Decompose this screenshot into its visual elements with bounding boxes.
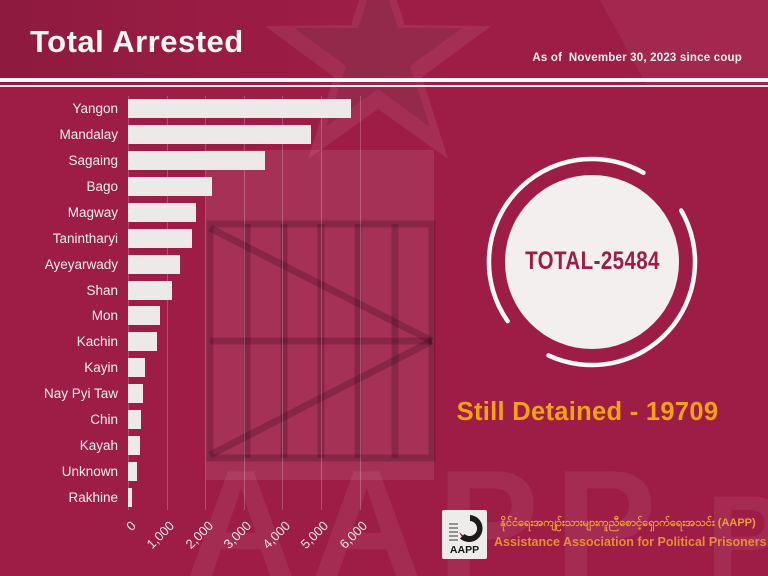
bar-chin <box>128 409 141 429</box>
aapp-logo-graphic: AAPP <box>449 515 483 556</box>
category-label: Rakhine <box>68 489 118 505</box>
x-tick-label: 4,000 <box>259 518 293 552</box>
bar-track <box>128 280 402 300</box>
bar-bago <box>128 177 212 197</box>
org-name-english: Assistance Association for Political Pri… <box>494 535 767 549</box>
still-detained-text: Still Detained - 19709 <box>456 398 719 426</box>
bar-tanintharyi <box>128 228 192 248</box>
org-name-burmese: နိုင်ငံရေးအကျဉ်းသားများကူညီစောင့်ရှောက်ရ… <box>500 517 756 529</box>
chart-row-ayeyarwady: Ayeyarwady <box>10 251 402 277</box>
bar-track <box>128 332 402 352</box>
bar-track <box>128 151 402 171</box>
x-tick-label: 3,000 <box>220 518 255 552</box>
bar-kayah <box>128 435 141 455</box>
bar-ayeyarwady <box>128 254 181 274</box>
chart-row-magway: Magway <box>10 200 402 226</box>
bar-sagaing <box>128 151 266 171</box>
chart-x-ticks: 0 1,000 2,000 3,000 4,000 5,000 6,000 <box>123 510 402 566</box>
bar-mandalay <box>128 125 312 145</box>
chart-row-chin: Chin <box>10 407 402 433</box>
aapp-logo: AAPP <box>442 510 487 559</box>
chart-row-bago: Bago <box>10 174 402 200</box>
category-label: Kachin <box>76 334 118 350</box>
category-label: Mandalay <box>59 127 118 143</box>
bar-track <box>128 177 402 197</box>
category-label: Nay Pyi Taw <box>43 386 118 402</box>
bar-nay-pyi-taw <box>128 384 144 404</box>
chart-row-mon: Mon <box>10 303 402 329</box>
bar-track <box>128 99 402 119</box>
chart-row-nay-pyi-taw: Nay Pyi Taw <box>10 381 402 407</box>
bar-kachin <box>128 332 158 352</box>
bar-chart: Yangon Mandalay Sagaing Bago Magway Taninthar… <box>10 96 402 566</box>
chart-row-rakhine: Rakhine <box>10 484 402 510</box>
bar-rakhine <box>128 487 133 507</box>
x-tick-label: 2,000 <box>182 518 216 552</box>
category-label: Bago <box>86 179 118 195</box>
category-label: Shan <box>86 282 118 298</box>
chart-row-mandalay: Mandalay <box>10 122 402 148</box>
chart-rows: Yangon Mandalay Sagaing Bago Magway Taninthar… <box>10 96 402 510</box>
x-tick-label: 0 <box>122 518 139 534</box>
chart-row-kayah: Kayah <box>10 432 402 458</box>
category-label: Chin <box>90 411 118 427</box>
category-label: Mon <box>91 308 118 324</box>
bar-track <box>128 461 402 481</box>
chart-row-kachin: Kachin <box>10 329 402 355</box>
x-tick-label: 6,000 <box>336 518 371 552</box>
chart-row-yangon: Yangon <box>10 96 402 122</box>
category-label: Ayeyarwady <box>44 256 118 272</box>
chart-row-unknown: Unknown <box>10 458 402 484</box>
header-divider-thick <box>0 78 768 82</box>
category-label: Kayin <box>84 360 118 376</box>
bar-track <box>128 358 402 378</box>
footer-org-names: နိုင်ငံရေးအကျဉ်းသားများကူညီစောင့်ရှောက်ရ… <box>494 516 767 549</box>
bar-track <box>128 254 402 274</box>
total-arrested-badge: TOTAL-25484 <box>525 247 660 275</box>
bar-yangon <box>128 99 352 119</box>
bar-track <box>128 228 402 248</box>
category-label: Tanintharyi <box>52 230 118 246</box>
header-shade <box>0 0 768 84</box>
bar-shan <box>128 280 172 300</box>
bar-track <box>128 435 402 455</box>
chart-row-tanintharyi: Tanintharyi <box>10 225 402 251</box>
category-label: Yangon <box>72 101 118 117</box>
chart-row-kayin: Kayin <box>10 355 402 381</box>
category-label: Unknown <box>61 463 118 479</box>
as-of-date: As of November 30, 2023 since coup <box>532 52 742 64</box>
category-label: Sagaing <box>68 153 118 169</box>
aapp-logo-text: AAPP <box>450 544 479 556</box>
category-label: Magway <box>67 204 118 220</box>
bar-kayin <box>128 358 146 378</box>
chart-row-sagaing: Sagaing <box>10 148 402 174</box>
bar-track <box>128 125 402 145</box>
bar-mon <box>128 306 160 326</box>
bar-track <box>128 384 402 404</box>
header-divider-thin <box>0 85 768 87</box>
chart-row-shan: Shan <box>10 277 402 303</box>
page-title: Total Arrested <box>30 24 244 59</box>
x-tick-label: 1,000 <box>143 518 178 552</box>
bar-track <box>128 409 402 429</box>
category-label: Kayah <box>79 437 118 453</box>
x-tick-label: 5,000 <box>297 518 332 552</box>
bar-track <box>128 487 402 507</box>
header: Total Arrested As of November 30, 2023 s… <box>0 0 768 84</box>
bar-track <box>128 306 402 326</box>
bar-magway <box>128 202 196 222</box>
bar-unknown <box>128 461 138 481</box>
bar-track <box>128 202 402 222</box>
